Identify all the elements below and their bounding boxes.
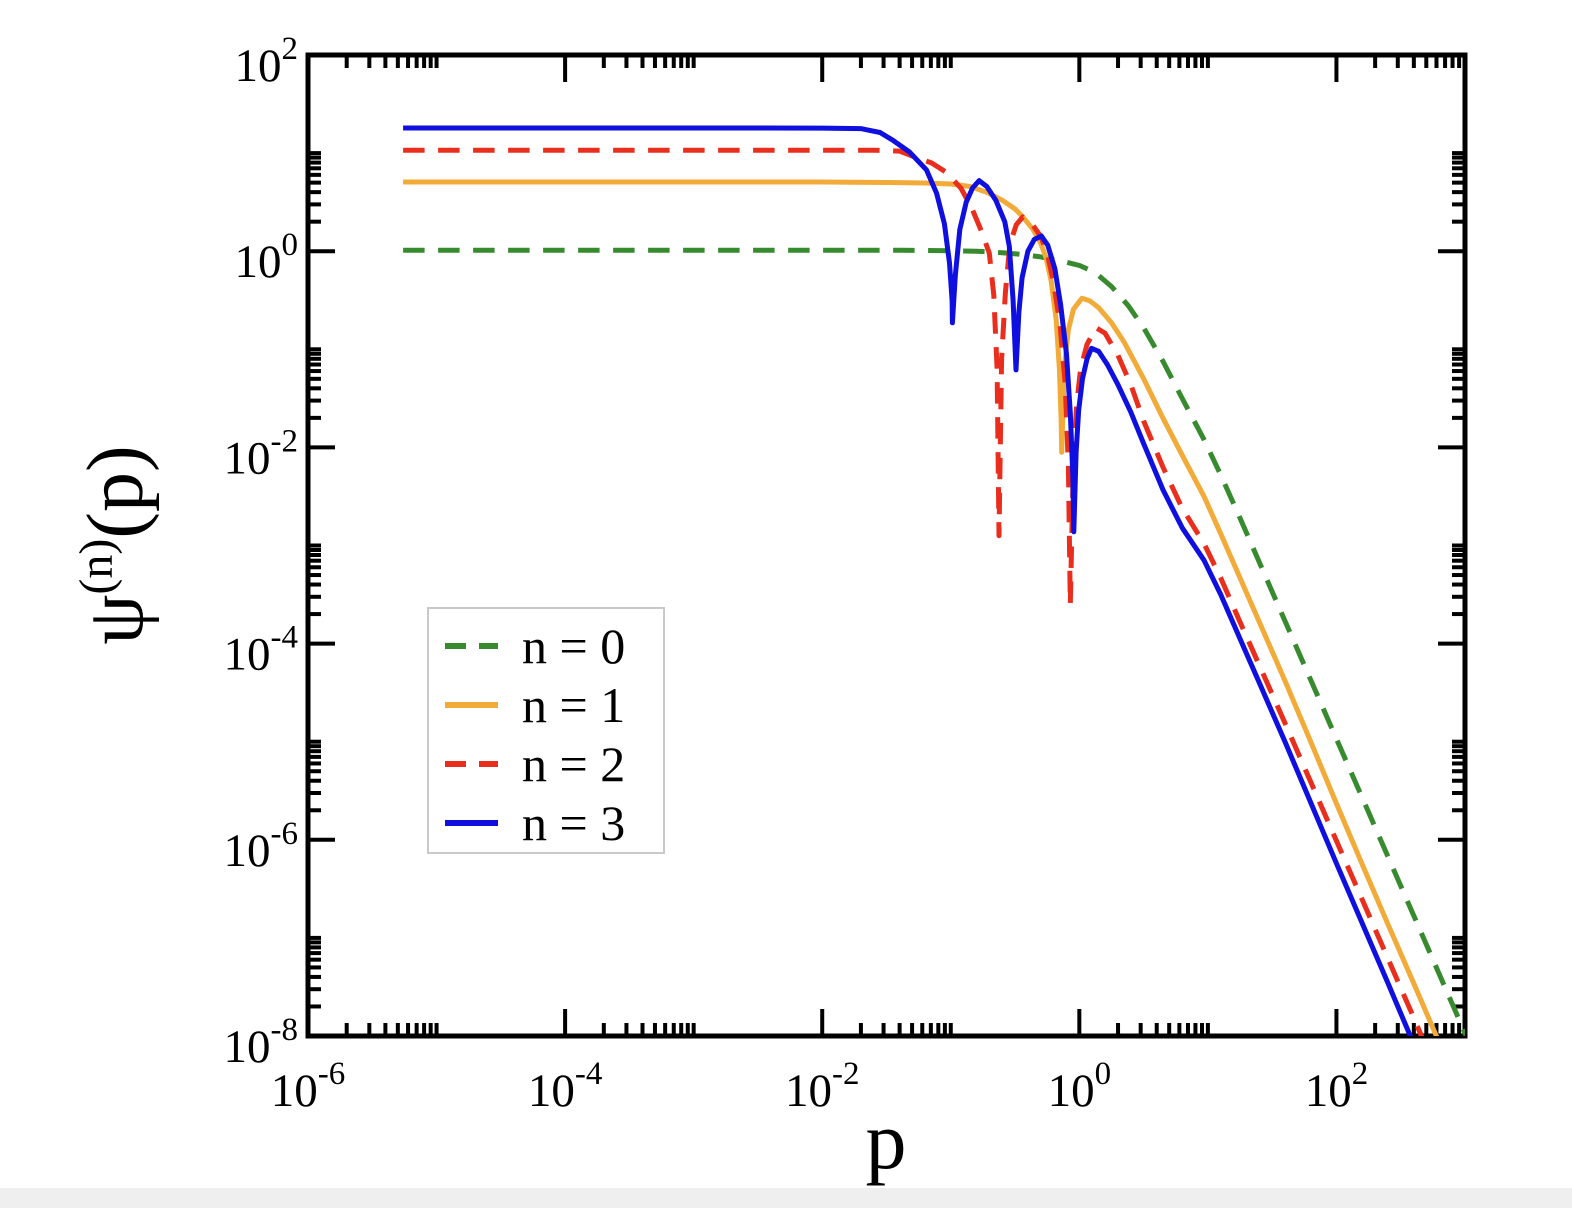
legend-label-n1: n = 1 (522, 676, 626, 733)
y-tick-label: 10-2 (224, 423, 299, 484)
legend-label-n0: n = 0 (522, 617, 626, 674)
y-tick-label: 100 (235, 227, 299, 288)
legend-row: n = 1 (429, 675, 663, 734)
legend-line-sample-n0 (445, 642, 498, 649)
legend-line-sample-n2 (445, 760, 498, 767)
y-axis-title-sup: (n) (70, 539, 123, 595)
x-tick-label: 10-6 (271, 1056, 346, 1117)
y-tick-label: 10-8 (224, 1012, 299, 1073)
y-tick-label: 10-6 (224, 816, 299, 877)
legend-label-n3: n = 3 (522, 794, 626, 851)
y-axis-title-arg: (p) (72, 445, 160, 538)
curve-n=3 (403, 125, 1414, 1036)
y-tick-label: 10-4 (224, 620, 299, 681)
curves (403, 125, 1465, 1036)
y-axis-title-base: ψ (72, 595, 160, 645)
bottom-window-strip (0, 1188, 1572, 1208)
axis-ticks (306, 53, 1465, 1038)
plot-frame (305, 52, 1468, 1039)
legend-row: n = 0 (429, 616, 663, 675)
legend-row: n = 3 (429, 793, 663, 852)
legend-line-sample-n1 (445, 701, 498, 708)
legend-row: n = 2 (429, 734, 663, 793)
y-tick-labels: 102 100 10-2 10-4 10-6 10-8 (224, 31, 299, 1073)
x-axis-title: p (866, 1095, 907, 1186)
x-tick-label: 100 (1048, 1056, 1112, 1117)
legend-label-n2: n = 2 (522, 735, 626, 792)
x-tick-label: 10-2 (785, 1056, 860, 1117)
x-tick-labels: 10-6 10-4 10-2 100 102 (271, 1056, 1368, 1117)
y-tick-label: 102 (235, 31, 299, 92)
x-tick-label: 102 (1305, 1056, 1369, 1117)
legend-line-sample-n3 (445, 819, 498, 826)
x-tick-label: 10-4 (528, 1056, 603, 1117)
y-axis-title: ψ(n)(p) (70, 445, 160, 644)
legend: n = 0 n = 1 n = 2 n = 3 (427, 607, 665, 854)
